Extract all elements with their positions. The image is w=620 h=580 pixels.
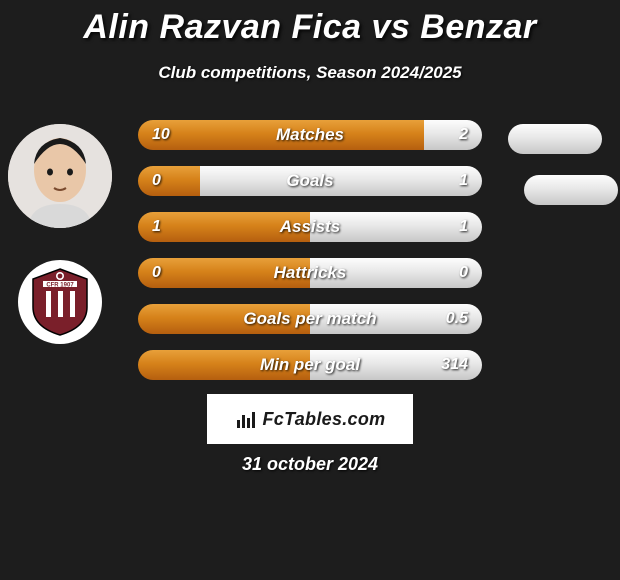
stat-row: 102Matches [0,120,620,150]
footer-label: FcTables.com [263,409,386,430]
stat-row: 0.5Goals per match [0,304,620,334]
page-title: Alin Razvan Fica vs Benzar [0,0,620,47]
stat-label: Goals [138,166,482,196]
stat-row: 01Goals [0,166,620,196]
stat-label: Assists [138,212,482,242]
stat-label: Matches [138,120,482,150]
comparison-chart: 102Matches 01Goals 11Assists 00Hattricks 0.5… [0,120,620,396]
bars-icon [235,408,257,430]
date-label: 31 october 2024 [0,454,620,475]
stat-label: Goals per match [138,304,482,334]
footer-brand: FcTables.com [207,394,413,444]
stat-row: 00Hattricks [0,258,620,288]
stat-label: Min per goal [138,350,482,380]
stat-row: 11Assists [0,212,620,242]
stat-row: 314Min per goal [0,350,620,380]
stat-label: Hattricks [138,258,482,288]
subtitle: Club competitions, Season 2024/2025 [0,63,620,83]
